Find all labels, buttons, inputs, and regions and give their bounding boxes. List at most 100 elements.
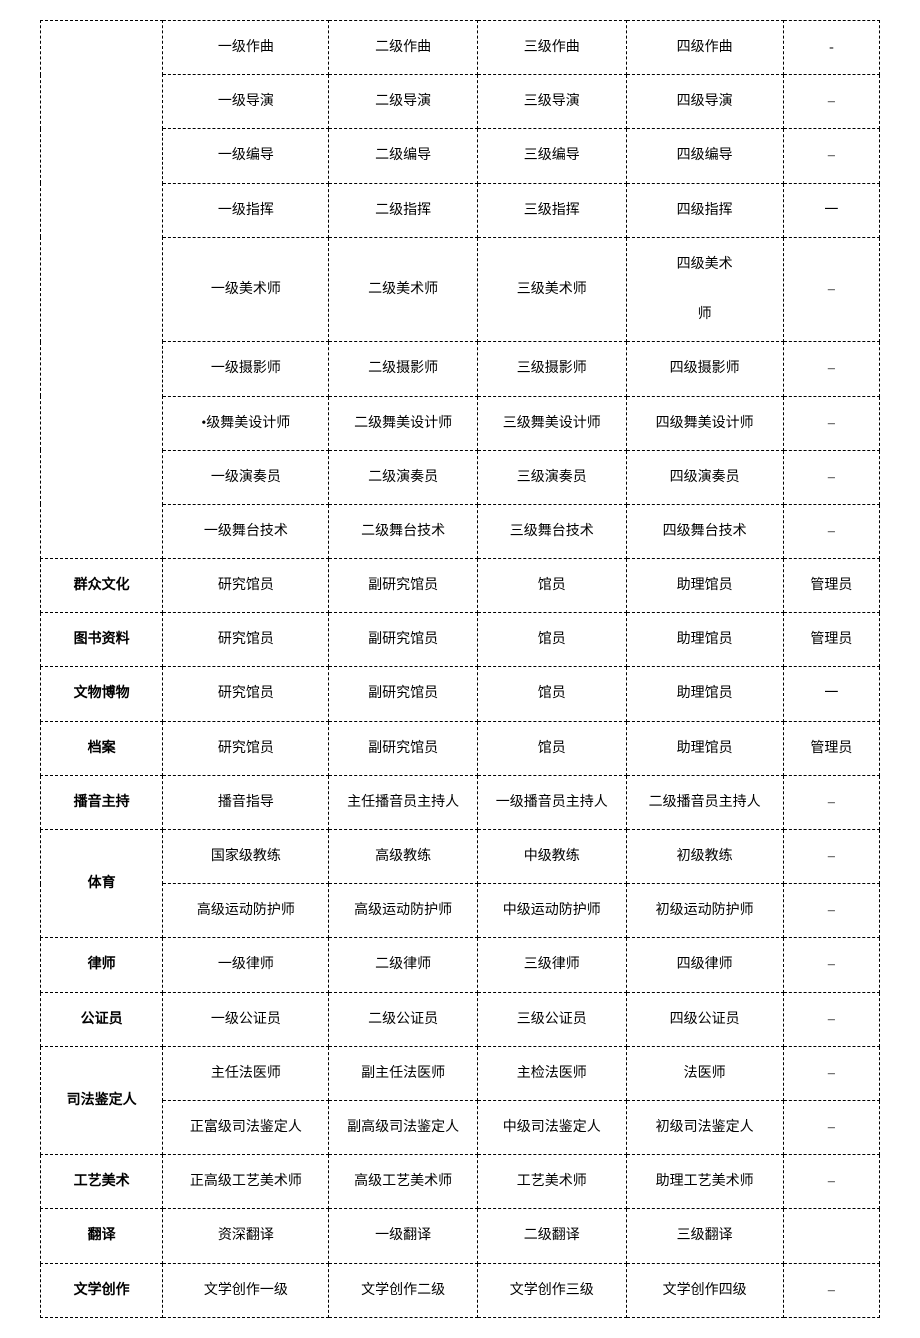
rank-cell: 四级指挥 [626, 183, 783, 237]
rank-cell: 高级教练 [329, 830, 478, 884]
rank-cell: 二级公证员 [329, 992, 478, 1046]
rank-cell: 管理员 [783, 559, 879, 613]
rank-cell: 高级工艺美术师 [329, 1155, 478, 1209]
rank-cell: 一级摄影师 [163, 342, 329, 396]
table-row: 一级摄影师二级摄影师三级摄影师四级摄影师– [41, 342, 880, 396]
rank-cell: 馆员 [477, 667, 626, 721]
rank-cell: 三级律师 [477, 938, 626, 992]
rank-cell: 二级播音员主持人 [626, 775, 783, 829]
rank-cell: 研究馆员 [163, 721, 329, 775]
rank-cell: 馆员 [477, 613, 626, 667]
rank-cell: 三级翻译 [626, 1209, 783, 1263]
rank-cell: – [783, 938, 879, 992]
rank-cell: 副主任法医师 [329, 1046, 478, 1100]
rank-cell: 四级演奏员 [626, 450, 783, 504]
rank-cell: 工艺美术师 [477, 1155, 626, 1209]
rank-cell: 二级指挥 [329, 183, 478, 237]
table-row: 播音主持播音指导主任播音员主持人一级播音员主持人二级播音员主持人– [41, 775, 880, 829]
rank-cell: 一级导演 [163, 75, 329, 129]
rank-cell: 三级舞台技术 [477, 504, 626, 558]
rank-cell: – [783, 450, 879, 504]
rank-cell: 初级教练 [626, 830, 783, 884]
rank-cell: 副研究馆员 [329, 613, 478, 667]
rank-cell: – [783, 237, 879, 342]
rank-cell: 文学创作三级 [477, 1263, 626, 1317]
rank-cell: 助理工艺美术师 [626, 1155, 783, 1209]
category-cell: 播音主持 [41, 775, 163, 829]
table-row: 律师一级律师二级律师三级律师四级律师– [41, 938, 880, 992]
table-row: 一级编导二级编导三级编导四级编导– [41, 129, 880, 183]
rank-cell: 二级作曲 [329, 21, 478, 75]
rank-cell: 初级司法鉴定人 [626, 1100, 783, 1154]
rank-cell: •级舞美设计师 [163, 396, 329, 450]
table-row: •级舞美设计师二级舞美设计师三级舞美设计师四级舞美设计师– [41, 396, 880, 450]
rank-cell: 法医师 [626, 1046, 783, 1100]
rank-cell [783, 1209, 879, 1263]
rank-cell: 四级公证员 [626, 992, 783, 1046]
rank-cell: 四级舞台技术 [626, 504, 783, 558]
rank-cell: 四级作曲 [626, 21, 783, 75]
rank-cell: – [783, 342, 879, 396]
table-row: 图书资料研究馆员副研究馆员馆员助理馆员管理员 [41, 613, 880, 667]
category-cell: 律师 [41, 938, 163, 992]
rank-cell: – [783, 129, 879, 183]
rank-cell: 副研究馆员 [329, 559, 478, 613]
rank-cell: 二级编导 [329, 129, 478, 183]
rank-cell: – [783, 830, 879, 884]
table-row: 正富级司法鉴定人副高级司法鉴定人中级司法鉴定人初级司法鉴定人– [41, 1100, 880, 1154]
rank-cell: 二级舞台技术 [329, 504, 478, 558]
rank-cell: 管理员 [783, 721, 879, 775]
rank-cell: 三级指挥 [477, 183, 626, 237]
rank-cell: 二级舞美设计师 [329, 396, 478, 450]
rank-cell: 一 [783, 183, 879, 237]
rank-cell: 二级律师 [329, 938, 478, 992]
rank-cell: 三级摄影师 [477, 342, 626, 396]
rank-cell: 四级美术师 [626, 237, 783, 342]
rank-cell: 馆员 [477, 559, 626, 613]
rank-cell: 三级作曲 [477, 21, 626, 75]
rank-cell: – [783, 992, 879, 1046]
rank-cell: 三级导演 [477, 75, 626, 129]
rank-cell: 副研究馆员 [329, 721, 478, 775]
table-row: 一级导演二级导演三级导演四级导演– [41, 75, 880, 129]
category-cell: 群众文化 [41, 559, 163, 613]
rank-cell: 中级运动防护师 [477, 884, 626, 938]
table-row: 一级作曲二级作曲三级作曲四级作曲- [41, 21, 880, 75]
rank-cell: – [783, 1100, 879, 1154]
table-row: 一级美术师二级美术师三级美术师四级美术师– [41, 237, 880, 342]
rank-cell: 三级舞美设计师 [477, 396, 626, 450]
table-row: 高级运动防护师高级运动防护师中级运动防护师初级运动防护师– [41, 884, 880, 938]
rank-cell: 一级翻译 [329, 1209, 478, 1263]
rank-cell: 二级翻译 [477, 1209, 626, 1263]
rank-cell: 二级美术师 [329, 237, 478, 342]
rank-cell: 二级摄影师 [329, 342, 478, 396]
rank-cell: 高级运动防护师 [329, 884, 478, 938]
rank-cell: 一级指挥 [163, 183, 329, 237]
rank-cell: 三级公证员 [477, 992, 626, 1046]
rank-cell: 正高级工艺美术师 [163, 1155, 329, 1209]
category-cell: 体育 [41, 830, 163, 938]
rank-cell: 助理馆员 [626, 559, 783, 613]
rank-cell: 助理馆员 [626, 721, 783, 775]
rank-cell: 研究馆员 [163, 613, 329, 667]
rank-cell: 助理馆员 [626, 613, 783, 667]
rank-cell: – [783, 75, 879, 129]
rank-cell: – [783, 396, 879, 450]
rank-cell: 正富级司法鉴定人 [163, 1100, 329, 1154]
rank-cell: 四级舞美设计师 [626, 396, 783, 450]
rank-cell: – [783, 504, 879, 558]
category-cell [41, 21, 163, 559]
category-cell: 公证员 [41, 992, 163, 1046]
table-row: 体育国家级教练高级教练中级教练初级教练– [41, 830, 880, 884]
category-cell: 工艺美术 [41, 1155, 163, 1209]
title-rank-table: 一级作曲二级作曲三级作曲四级作曲-一级导演二级导演三级导演四级导演–一级编导二级… [40, 20, 880, 1318]
rank-cell: 一级播音员主持人 [477, 775, 626, 829]
rank-cell: 一级律师 [163, 938, 329, 992]
rank-cell: 一级美术师 [163, 237, 329, 342]
category-cell: 司法鉴定人 [41, 1046, 163, 1154]
table-row: 公证员一级公证员二级公证员三级公证员四级公证员– [41, 992, 880, 1046]
rank-cell: 三级编导 [477, 129, 626, 183]
rank-cell: 四级编导 [626, 129, 783, 183]
rank-cell: 副研究馆员 [329, 667, 478, 721]
rank-cell: 一级公证员 [163, 992, 329, 1046]
